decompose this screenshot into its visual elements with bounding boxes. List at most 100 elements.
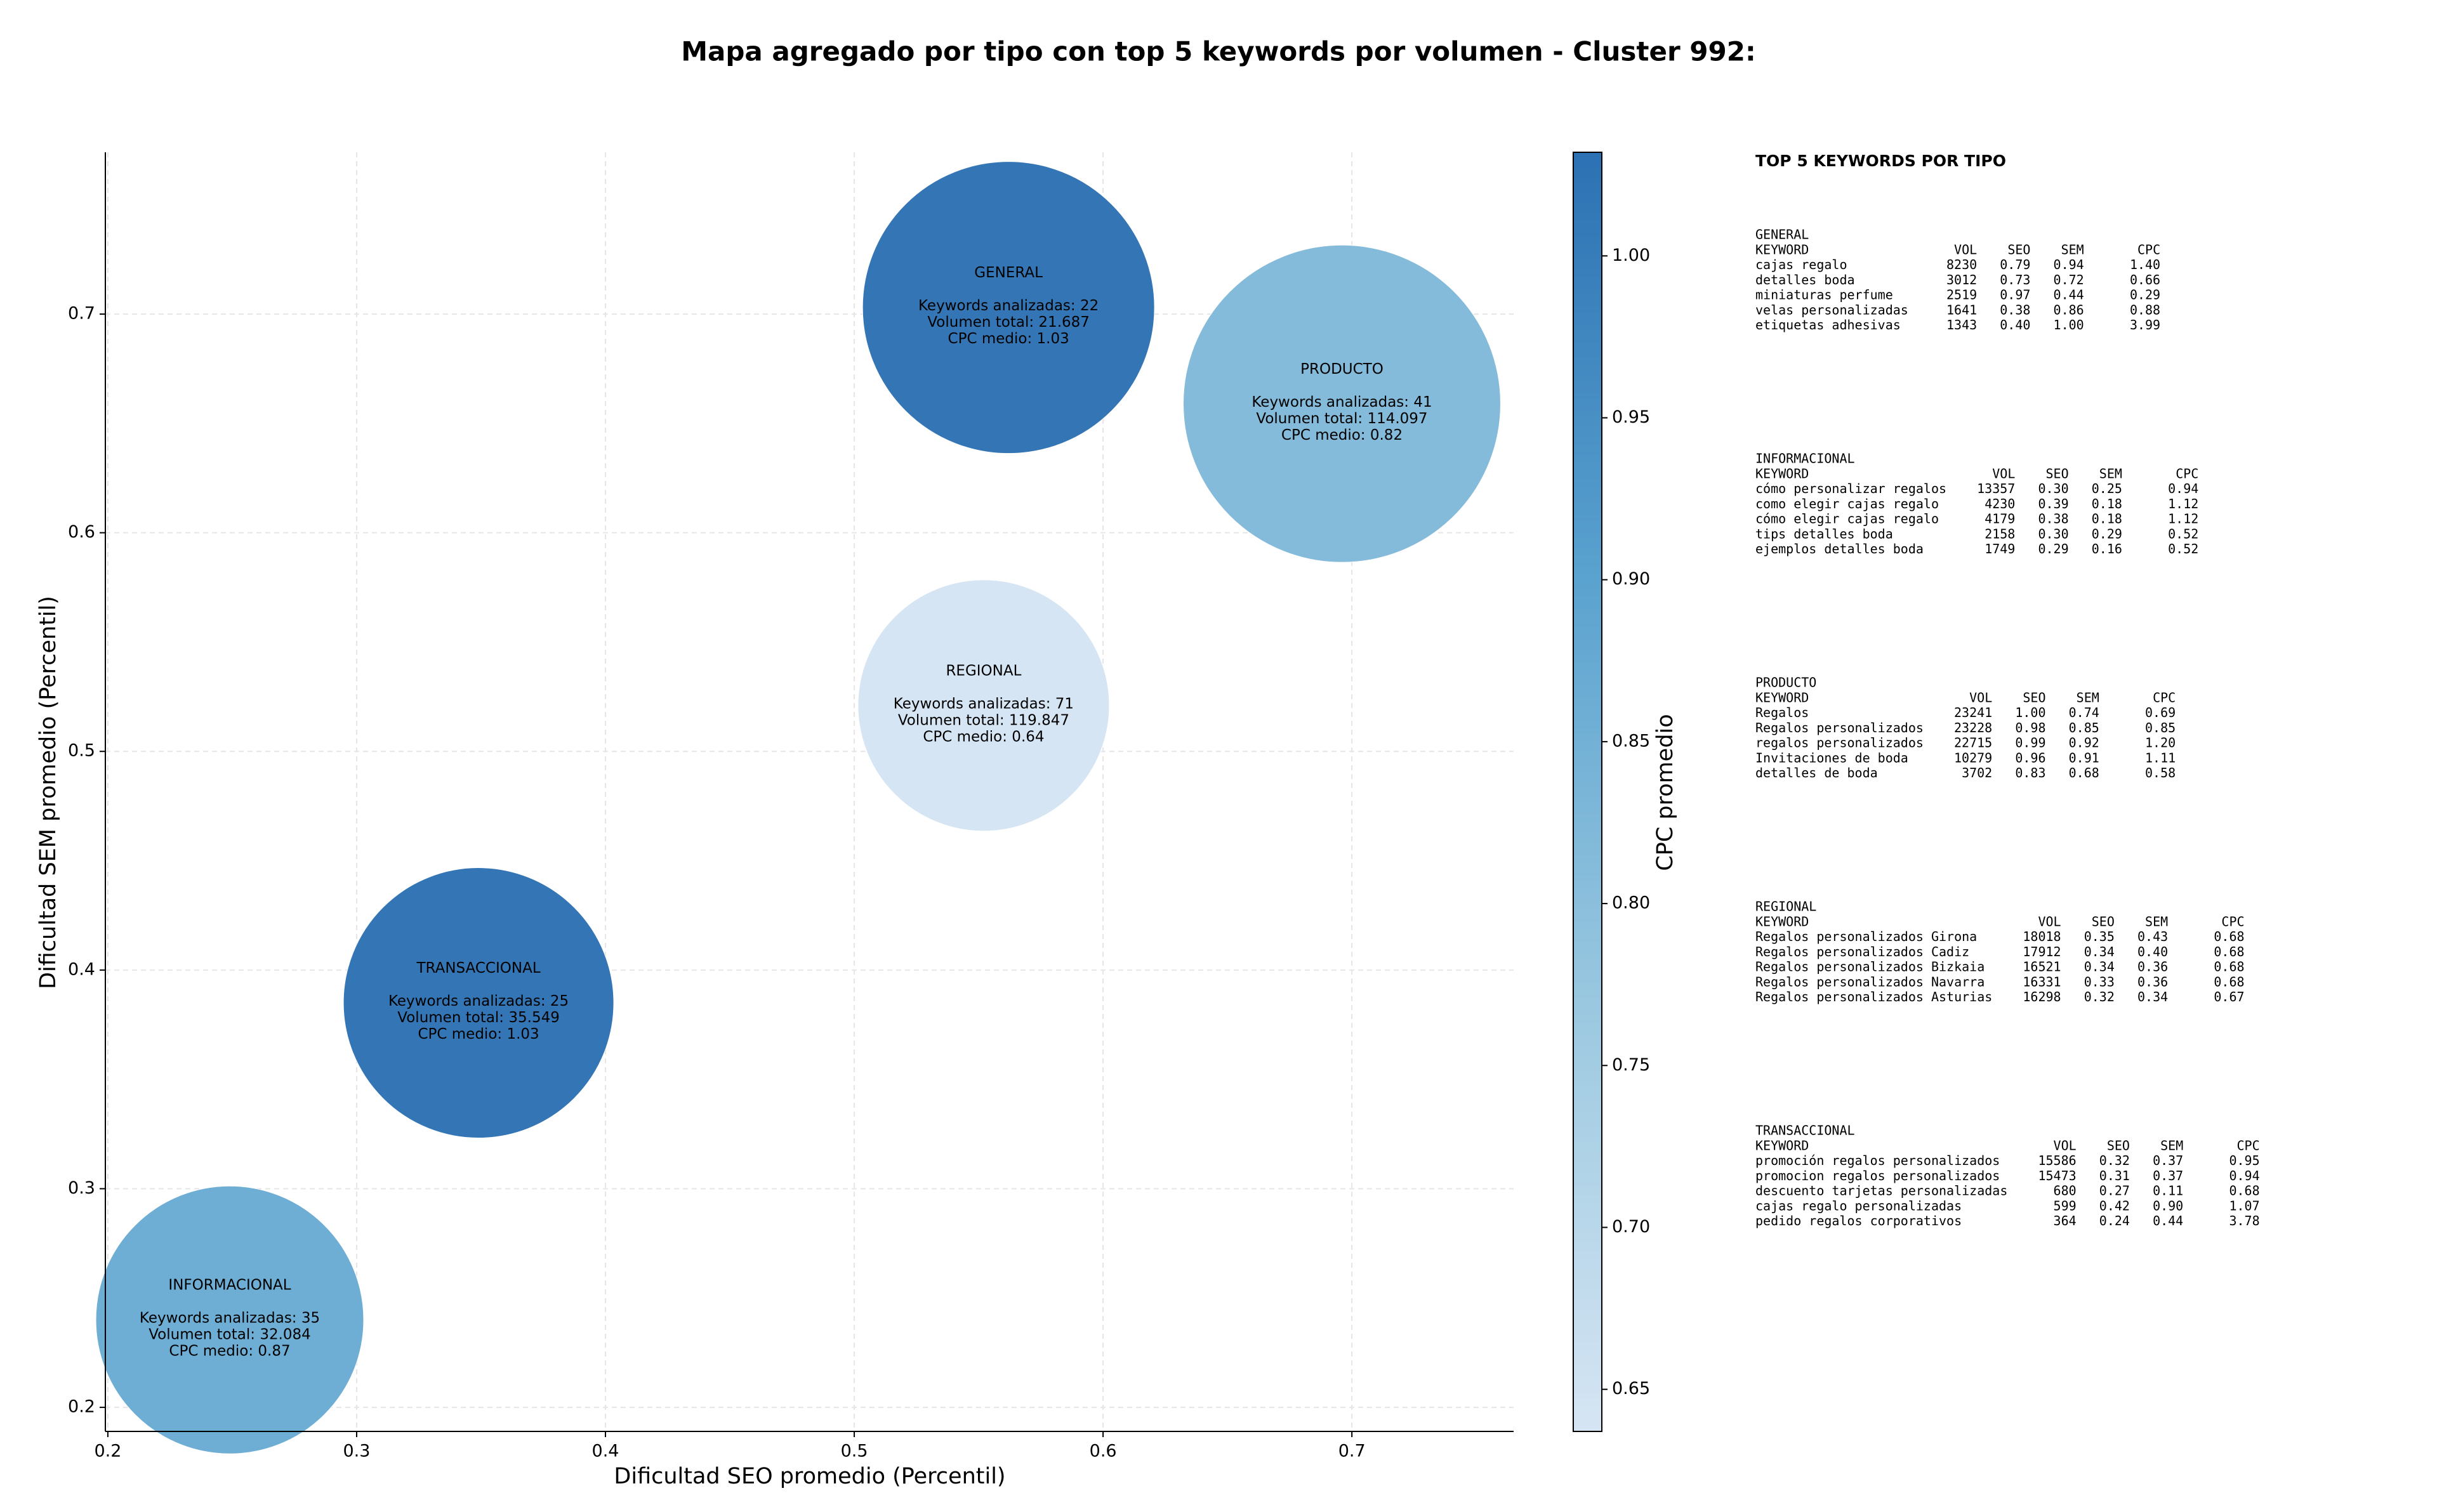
table-cell: 0.39 (2038, 496, 2068, 511)
table-cell: 2158 (1985, 526, 2015, 541)
bubble (1182, 244, 1501, 563)
table-cell: 0.79 (2000, 257, 2030, 272)
table-header: SEO (2107, 1138, 2130, 1153)
table-cell: 0.36 (2137, 974, 2168, 989)
table-header: SEM (2160, 1138, 2183, 1153)
table-cell: 599 (2054, 1198, 2077, 1213)
table-cell: 0.40 (2137, 944, 2168, 959)
table-cell: Regalos personalizados Bizkaia (1755, 959, 1985, 975)
table-header: CPC (2237, 1138, 2260, 1153)
table-cell: Regalos personalizados Asturias (1755, 989, 1992, 1004)
table-cell: 18018 (2023, 929, 2061, 944)
table-cell: Regalos personalizados (1755, 720, 1924, 735)
table-cell: 3012 (1946, 272, 1977, 287)
table-cell: 0.96 (2015, 750, 2045, 765)
table-cell: 0.40 (2000, 317, 2030, 332)
table-cell: Regalos personalizados Girona (1755, 929, 1977, 944)
bubble-name: GENERAL (974, 265, 1043, 281)
x-axis-label: Dificultad SEO promedio (Percentil) (614, 1464, 1005, 1489)
bubble-label: CPC medio: 0.87 (169, 1343, 290, 1360)
x-tick-label: 0.5 (841, 1442, 868, 1461)
bubble-label: CPC medio: 1.03 (948, 331, 1069, 347)
x-tick-label: 0.2 (94, 1442, 121, 1461)
group-name: REGIONAL (1755, 899, 1816, 914)
table-cell: 0.52 (2168, 526, 2198, 541)
table-cell: 0.37 (2153, 1168, 2183, 1183)
table-cell: 0.38 (2000, 302, 2030, 317)
table-cell: 0.36 (2137, 959, 2168, 975)
table-cell: 0.88 (2130, 302, 2160, 317)
table-cell: Invitaciones de boda (1755, 750, 1908, 765)
table-cell: cómo personalizar regalos (1755, 481, 1946, 496)
table-cell: 0.68 (2069, 765, 2099, 780)
table-cell: 0.85 (2069, 720, 2099, 735)
table-cell: 1.00 (2054, 317, 2084, 332)
table-header: CPC (2221, 914, 2244, 929)
colorbar-tick-label: 1.00 (1612, 246, 1650, 265)
table-cell: 0.29 (2092, 526, 2122, 541)
bubble-label: Keywords analizadas: 35 (140, 1310, 320, 1327)
bubble (95, 1185, 364, 1454)
table-header: SEO (2046, 466, 2069, 481)
table-cell: 0.58 (2145, 765, 2176, 780)
table-cell: etiquetas adhesivas (1755, 317, 1901, 332)
group-name: INFORMACIONAL (1755, 451, 1855, 466)
table-cell: 0.91 (2069, 750, 2099, 765)
table-cell: 0.74 (2069, 705, 2099, 720)
table-cell: 0.33 (2084, 974, 2115, 989)
table-cell: promocion regalos personalizados (1755, 1168, 2000, 1183)
bubble-label: Volumen total: 21.687 (927, 314, 1090, 331)
bubble-label: CPC medio: 1.03 (418, 1026, 539, 1042)
colorbar-tick-label: 0.85 (1612, 731, 1650, 751)
bubble-label: Keywords analizadas: 71 (894, 695, 1074, 712)
table-header: SEM (2077, 690, 2099, 705)
table-cell: 0.68 (2214, 929, 2244, 944)
table-header: SEO (2092, 914, 2115, 929)
table-cell: 0.97 (2000, 287, 2030, 303)
table-cell: 0.94 (2054, 257, 2084, 272)
bubble-label: Keywords analizadas: 25 (388, 993, 569, 1009)
table-cell: 0.99 (2015, 735, 2045, 751)
table-cell: 0.52 (2168, 541, 2198, 556)
chart-title: Mapa agregado por tipo con top 5 keyword… (681, 36, 1756, 67)
colorbar-tick-label: 0.95 (1612, 407, 1650, 427)
bubble-label: Volumen total: 119.847 (898, 712, 1069, 728)
table-cell: 0.66 (2130, 272, 2160, 287)
table-header: CPC (2176, 466, 2198, 481)
table-cell: 17912 (2023, 944, 2061, 959)
table-cell: 8230 (1946, 257, 1977, 272)
table-cell: 0.94 (2168, 481, 2198, 496)
table-header: VOL (1954, 242, 1977, 257)
table-cell: 0.95 (2229, 1153, 2259, 1168)
bubble (862, 161, 1155, 454)
table-header: KEYWORD (1755, 1138, 1809, 1153)
table-cell: 3.78 (2229, 1213, 2259, 1228)
group-name: TRANSACCIONAL (1755, 1123, 1855, 1138)
table-cell: cajas regalo (1755, 257, 1847, 272)
table-header: SEM (2145, 914, 2168, 929)
table-cell: 0.90 (2153, 1198, 2183, 1213)
table-cell: 0.68 (2214, 944, 2244, 959)
table-header: KEYWORD (1755, 690, 1809, 705)
table-cell: 0.68 (2214, 959, 2244, 975)
table-cell: velas personalizadas (1755, 302, 1908, 317)
table-cell: 0.30 (2038, 526, 2068, 541)
y-tick-label: 0.2 (68, 1397, 95, 1417)
table-header: SEO (2007, 242, 2030, 257)
table-cell: 16331 (2023, 974, 2061, 989)
colorbar-tick-label: 0.65 (1612, 1379, 1650, 1398)
group-name: PRODUCTO (1755, 675, 1816, 690)
table-cell: 1.07 (2229, 1198, 2259, 1213)
table-cell: como elegir cajas regalo (1755, 496, 1939, 511)
table-cell: detalles de boda (1755, 765, 1878, 780)
table-cell: ejemplos detalles boda (1755, 541, 1924, 556)
y-tick-label: 0.5 (68, 741, 95, 761)
table-cell: 3702 (1962, 765, 1992, 780)
table-cell: descuento tarjetas personalizadas (1755, 1183, 2007, 1199)
bubble-label: Volumen total: 32.084 (149, 1327, 311, 1343)
colorbar-tick-label: 0.80 (1612, 893, 1650, 913)
table-cell: 2519 (1946, 287, 1977, 303)
x-tick-label: 0.7 (1338, 1442, 1366, 1461)
table-cell: 1.00 (2015, 705, 2045, 720)
